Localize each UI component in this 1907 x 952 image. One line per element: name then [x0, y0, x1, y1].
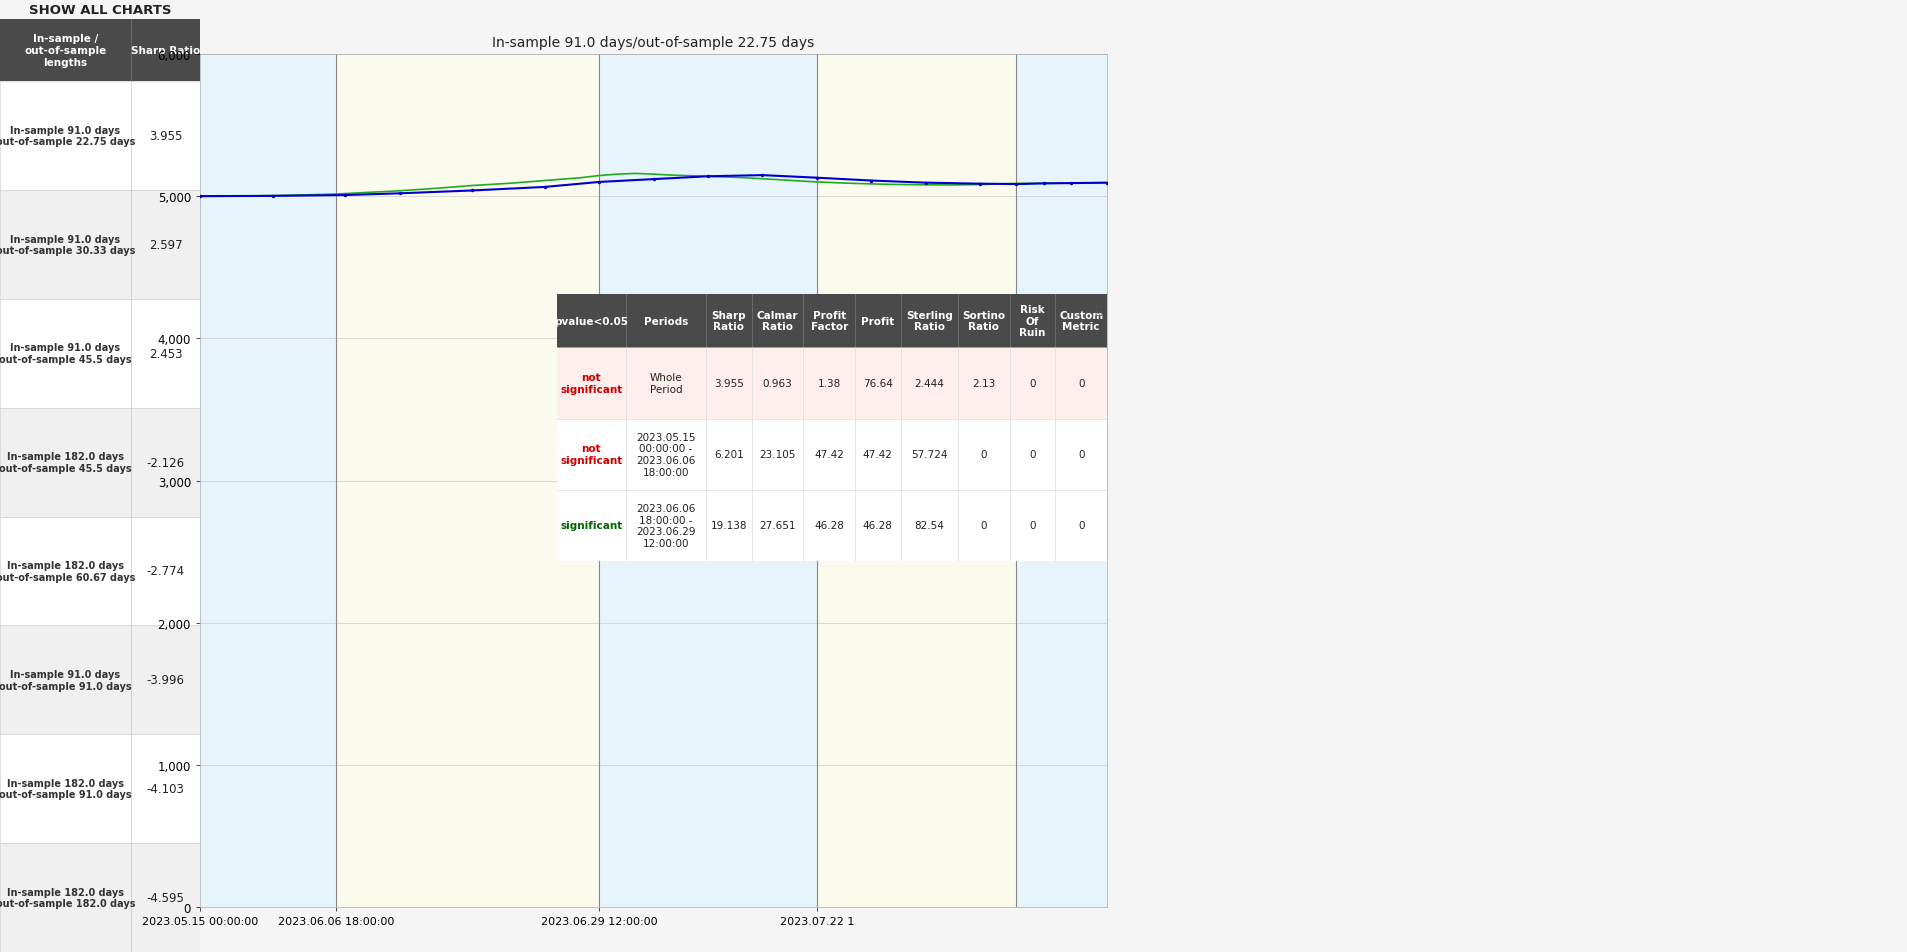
Bar — [0, 20, 200, 82]
Text: Sortino
Ratio: Sortino Ratio — [963, 310, 1005, 332]
Text: 2.597: 2.597 — [149, 239, 183, 251]
Text: 0.963: 0.963 — [763, 379, 793, 388]
Text: -4.595: -4.595 — [147, 891, 185, 904]
Text: 0: 0 — [1030, 521, 1036, 531]
Text: 6.201: 6.201 — [713, 449, 744, 460]
Text: 19.138: 19.138 — [711, 521, 748, 531]
Bar — [557, 419, 1106, 490]
Text: Custom
Metric: Custom Metric — [1058, 310, 1104, 332]
Bar — [0, 843, 200, 952]
Text: Sterling
Ratio: Sterling Ratio — [906, 310, 954, 332]
Bar — [816, 55, 1016, 907]
Text: Profit
Factor: Profit Factor — [810, 310, 849, 332]
Text: –: – — [1081, 306, 1089, 318]
Text: 23.105: 23.105 — [759, 449, 795, 460]
Text: 46.28: 46.28 — [814, 521, 845, 531]
Text: 2023.06.06
18:00:00 -
2023.06.29
12:00:00: 2023.06.06 18:00:00 - 2023.06.29 12:00:0… — [637, 504, 696, 548]
Text: 57.724: 57.724 — [912, 449, 948, 460]
Text: significant: significant — [561, 521, 622, 531]
Text: 2.444: 2.444 — [915, 379, 944, 388]
Text: 76.64: 76.64 — [862, 379, 892, 388]
Bar — [200, 55, 336, 907]
Text: Sharp Ratio: Sharp Ratio — [132, 46, 200, 56]
Text: 0: 0 — [1077, 449, 1085, 460]
Text: 0: 0 — [980, 449, 988, 460]
Text: -2.774: -2.774 — [147, 565, 185, 578]
Text: In-sample 182.0 days
out-of-sample 45.5 days: In-sample 182.0 days out-of-sample 45.5 … — [0, 452, 132, 473]
Text: In-sample 91.0 days
out-of-sample 22.75 days: In-sample 91.0 days out-of-sample 22.75 … — [0, 126, 135, 147]
Text: In-sample 182.0 days
out-of-sample 91.0 days: In-sample 182.0 days out-of-sample 91.0 … — [0, 778, 132, 800]
Text: 47.42: 47.42 — [814, 449, 845, 460]
Bar — [1016, 55, 1106, 907]
Bar — [0, 625, 200, 735]
Bar — [0, 190, 200, 300]
Text: 0: 0 — [1077, 379, 1085, 388]
Title: In-sample 91.0 days/out-of-sample 22.75 days: In-sample 91.0 days/out-of-sample 22.75 … — [492, 35, 814, 50]
Bar — [336, 55, 599, 907]
Text: In-sample 182.0 days
out-of-sample 60.67 days: In-sample 182.0 days out-of-sample 60.67… — [0, 561, 135, 582]
Text: 0: 0 — [1077, 521, 1085, 531]
Text: -3.996: -3.996 — [147, 674, 185, 686]
Bar — [0, 82, 200, 190]
Text: In-sample 91.0 days
out-of-sample 91.0 days: In-sample 91.0 days out-of-sample 91.0 d… — [0, 669, 132, 691]
Text: In-sample /
out-of-sample
lengths: In-sample / out-of-sample lengths — [25, 34, 107, 68]
Text: ⤢: ⤢ — [1095, 306, 1102, 315]
Bar — [0, 300, 200, 408]
Text: 2.453: 2.453 — [149, 347, 183, 360]
Bar — [599, 55, 816, 907]
Bar — [0, 735, 200, 843]
Text: In-sample 91.0 days
out-of-sample 30.33 days: In-sample 91.0 days out-of-sample 30.33 … — [0, 234, 135, 256]
Text: not
significant: not significant — [561, 444, 622, 466]
Text: 47.42: 47.42 — [862, 449, 892, 460]
Text: -2.126: -2.126 — [147, 456, 185, 469]
Bar — [557, 490, 1106, 562]
Text: 46.28: 46.28 — [862, 521, 892, 531]
Bar — [0, 408, 200, 517]
Text: 2023.05.15
00:00:00 -
2023.06.06
18:00:00: 2023.05.15 00:00:00 - 2023.06.06 18:00:0… — [637, 432, 696, 477]
Text: 27.651: 27.651 — [759, 521, 795, 531]
Text: -4.103: -4.103 — [147, 783, 185, 795]
Text: Risk
Of
Ruin: Risk Of Ruin — [1020, 305, 1045, 338]
Bar — [557, 348, 1106, 419]
Text: 2.13: 2.13 — [973, 379, 995, 388]
Bar — [557, 295, 1106, 348]
Text: Whole
Period: Whole Period — [650, 373, 683, 394]
Text: 82.54: 82.54 — [915, 521, 944, 531]
Text: 1.38: 1.38 — [818, 379, 841, 388]
Text: 0: 0 — [1030, 449, 1036, 460]
Text: SHOW ALL CHARTS: SHOW ALL CHARTS — [29, 4, 172, 16]
Text: In-sample 182.0 days
out-of-sample 182.0 days: In-sample 182.0 days out-of-sample 182.0… — [0, 887, 135, 908]
Text: Sharp
Ratio: Sharp Ratio — [711, 310, 746, 332]
Text: Profit: Profit — [862, 316, 894, 327]
Text: 3.955: 3.955 — [713, 379, 744, 388]
Text: In-sample 91.0 days
out-of-sample 45.5 days: In-sample 91.0 days out-of-sample 45.5 d… — [0, 343, 132, 365]
Text: 0: 0 — [1030, 379, 1036, 388]
Text: not
significant: not significant — [561, 373, 622, 394]
Text: Periods: Periods — [645, 316, 688, 327]
Text: Calmar
Ratio: Calmar Ratio — [757, 310, 799, 332]
Text: 3.955: 3.955 — [149, 129, 183, 143]
Text: 0: 0 — [980, 521, 988, 531]
Bar — [0, 517, 200, 625]
Text: pvalue<0.05: pvalue<0.05 — [555, 316, 629, 327]
